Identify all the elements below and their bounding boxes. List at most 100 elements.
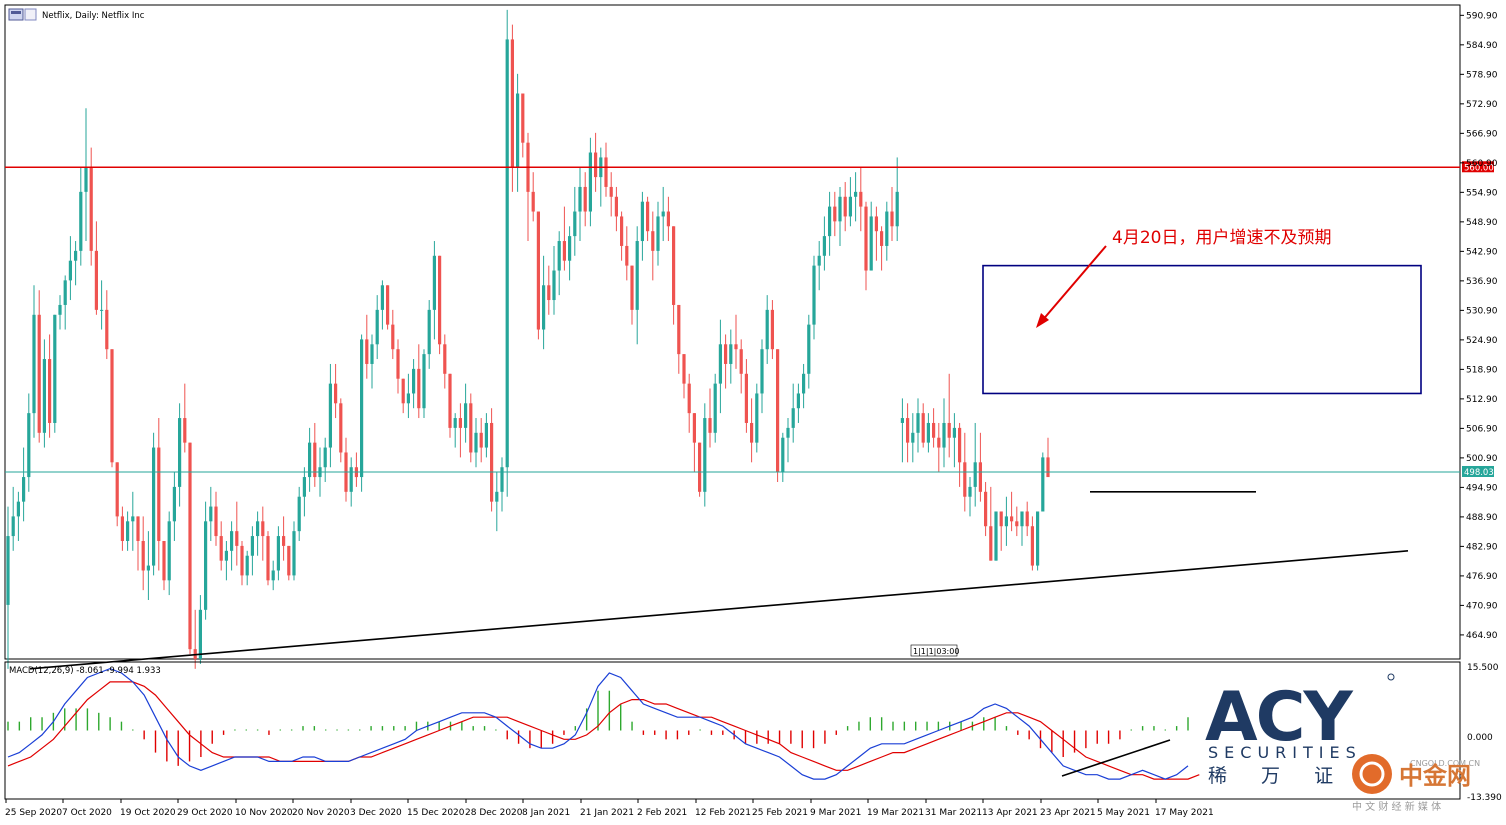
candle-body — [880, 231, 884, 246]
candle-body — [261, 521, 265, 537]
candle — [937, 422, 941, 473]
candle-body — [105, 309, 109, 350]
candle — [27, 393, 31, 492]
candle-body — [484, 422, 488, 448]
candle — [245, 550, 249, 586]
candle-body — [999, 511, 1003, 527]
candle-body — [339, 403, 343, 453]
candle — [869, 201, 873, 271]
candle-body — [703, 418, 707, 492]
candle-body — [271, 570, 275, 581]
candle-body — [198, 609, 202, 659]
candle — [1010, 491, 1014, 532]
price-tick-label: 488.90 — [1466, 513, 1498, 523]
price-tick-label: 542.90 — [1466, 247, 1498, 257]
candle-body — [802, 373, 806, 394]
candle-body — [412, 368, 416, 394]
drawing-objects — [29, 264, 1422, 670]
candle — [391, 309, 395, 360]
chart-window-icon[interactable] — [8, 8, 24, 21]
price-tick-label: 524.90 — [1466, 336, 1498, 346]
candle-body — [562, 241, 566, 261]
candle-body — [698, 442, 702, 492]
price-line-tag — [1462, 161, 1494, 173]
candle-body — [1015, 521, 1019, 527]
candle-body — [365, 339, 369, 364]
candle-body — [942, 422, 946, 448]
candle-body — [214, 506, 218, 537]
candle-body — [79, 191, 83, 251]
candle — [947, 373, 951, 458]
candle-body — [713, 383, 717, 433]
candle — [718, 319, 722, 414]
price-pane-frame — [4, 4, 1461, 660]
candle — [188, 442, 192, 655]
candle-body — [406, 393, 410, 404]
candle-body — [609, 186, 613, 197]
candle-body — [984, 491, 988, 527]
annotation-text: 4月20日，用户增速不及预期 — [1112, 228, 1331, 248]
time-marker: 1|1|1|03:00 — [910, 644, 959, 657]
candle — [339, 398, 343, 463]
candle-body — [692, 413, 696, 443]
time-tick-label: 9 Mar 2021 — [810, 808, 861, 818]
candle-body — [89, 167, 93, 251]
candle-body — [401, 378, 405, 404]
price-line-label: 498.03 — [1464, 468, 1494, 478]
candle-body — [859, 191, 863, 207]
candle — [703, 403, 707, 507]
candle-body — [188, 442, 192, 650]
candle — [661, 186, 665, 242]
candle-body — [58, 304, 62, 315]
candle — [53, 314, 57, 433]
candle — [594, 132, 598, 192]
candle-body — [1020, 511, 1024, 527]
candle-body — [417, 368, 421, 409]
price-tick-label: 566.90 — [1466, 129, 1498, 139]
candle-body — [796, 393, 800, 409]
candle-body — [677, 304, 681, 355]
candle — [578, 167, 582, 242]
support-trendline — [29, 550, 1409, 670]
candle-body — [672, 226, 676, 305]
candle — [547, 265, 551, 315]
candle — [136, 516, 140, 571]
price-level-lines: 560.00 498.03 — [5, 161, 1494, 478]
time-tick-label: 2 Feb 2021 — [637, 808, 687, 818]
candle — [328, 363, 332, 468]
time-tick-label: 3 Dec 2020 — [350, 808, 402, 818]
price-tick-label: 584.90 — [1466, 41, 1498, 51]
candle-body — [396, 349, 400, 379]
candle-body — [53, 314, 57, 423]
candle — [651, 211, 655, 281]
candle — [1020, 511, 1024, 546]
candle-body — [588, 152, 592, 212]
candle-body — [635, 241, 639, 310]
candle — [74, 241, 78, 286]
candle-body — [453, 418, 457, 428]
candle — [401, 378, 405, 414]
candle-body — [136, 516, 140, 541]
candle-body — [900, 418, 904, 423]
candle-body — [479, 432, 483, 448]
candle-body — [313, 442, 317, 478]
candle — [666, 196, 670, 242]
candle — [734, 314, 738, 369]
price-tick-label: 578.90 — [1466, 70, 1498, 80]
candle — [848, 177, 852, 227]
candle-body — [625, 245, 629, 266]
candle-body — [854, 191, 858, 197]
candle-body — [422, 354, 426, 409]
candle — [380, 280, 384, 330]
time-tick-label: 17 May 2021 — [1155, 808, 1214, 818]
candle-body — [224, 550, 228, 561]
candle — [776, 349, 780, 482]
candle — [635, 226, 639, 345]
price-tick-label: 548.90 — [1466, 218, 1498, 228]
candle-body — [386, 285, 390, 325]
candle — [724, 334, 728, 389]
candle — [978, 432, 982, 502]
candle — [100, 280, 104, 330]
candle-body — [427, 309, 431, 355]
candle-body — [500, 467, 504, 492]
